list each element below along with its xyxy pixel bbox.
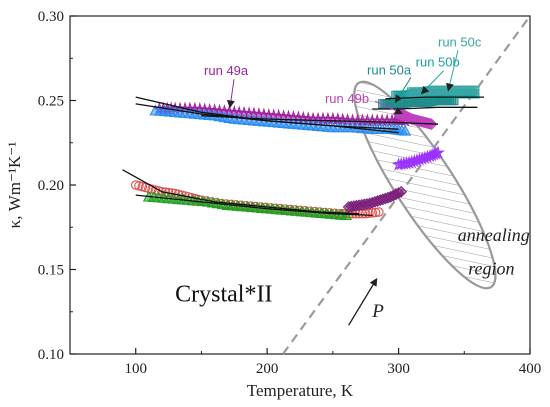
series-9 bbox=[342, 185, 408, 213]
data-point bbox=[395, 185, 408, 198]
pressure-arrow bbox=[348, 277, 378, 326]
y-tick-label: 0.30 bbox=[38, 9, 64, 25]
data-point bbox=[360, 208, 371, 219]
data-point bbox=[430, 145, 446, 159]
series-label: run 50c bbox=[438, 34, 482, 49]
series-label-pointer bbox=[394, 77, 412, 104]
annealing-label: annealing bbox=[458, 225, 530, 245]
fit-line-5 bbox=[122, 169, 360, 215]
fit-line-1 bbox=[135, 103, 399, 134]
series-label: run 50b bbox=[416, 55, 460, 70]
data-point bbox=[370, 207, 381, 218]
data-point bbox=[367, 208, 378, 218]
plot-area: run 49a run 49b run 50a run 50b run 50c bbox=[69, 15, 531, 355]
x-tick-label: 400 bbox=[519, 361, 542, 377]
data-point bbox=[470, 85, 480, 96]
series-3 bbox=[378, 95, 459, 109]
fit-line-6 bbox=[135, 194, 373, 217]
y-tick-label: 0.25 bbox=[38, 94, 64, 110]
series-label-pointer bbox=[374, 100, 404, 115]
dashed-line-layer bbox=[282, 15, 531, 355]
series-label-pointer bbox=[226, 79, 235, 109]
x-tick-label: 100 bbox=[124, 361, 147, 377]
fit-line-2 bbox=[201, 115, 439, 125]
pressure-dashed-line bbox=[282, 15, 531, 355]
fit-line-layer bbox=[122, 96, 484, 217]
x-axis-ticks: 100 200 300 400 bbox=[69, 348, 542, 377]
series-label: run 49b bbox=[325, 91, 369, 106]
fit-line-4 bbox=[385, 96, 484, 100]
series-label: run 49a bbox=[204, 63, 249, 78]
y-axis-ticks: 0.10 0.15 0.20 0.25 0.30 bbox=[38, 9, 76, 363]
x-tick-label: 300 bbox=[387, 361, 410, 377]
series-6 bbox=[391, 145, 446, 171]
x-tick-label: 200 bbox=[256, 361, 279, 377]
y-tick-label: 0.10 bbox=[38, 347, 64, 363]
y-tick-label: 0.20 bbox=[38, 178, 64, 194]
series-1 bbox=[149, 104, 412, 136]
data-point bbox=[374, 207, 384, 217]
series-label: run 50a bbox=[367, 62, 412, 77]
data-point bbox=[399, 124, 412, 136]
annotation-layer: run 49a run 49b run 50a run 50b run 50c bbox=[204, 34, 482, 326]
series-label-pointer bbox=[446, 50, 459, 92]
series-label-pointer bbox=[420, 70, 445, 95]
x-axis-label: Temperature, K bbox=[247, 381, 354, 400]
y-tick-label: 0.15 bbox=[38, 263, 64, 279]
panel-label: Crystal*II bbox=[175, 282, 272, 308]
region-label: region bbox=[468, 259, 514, 279]
y-axis-label: κ, Wm⁻¹K⁻¹ bbox=[5, 142, 24, 229]
data-point bbox=[364, 208, 374, 219]
fit-line-3 bbox=[372, 106, 478, 110]
series-5 bbox=[407, 85, 480, 97]
pressure-label: P bbox=[371, 301, 384, 322]
